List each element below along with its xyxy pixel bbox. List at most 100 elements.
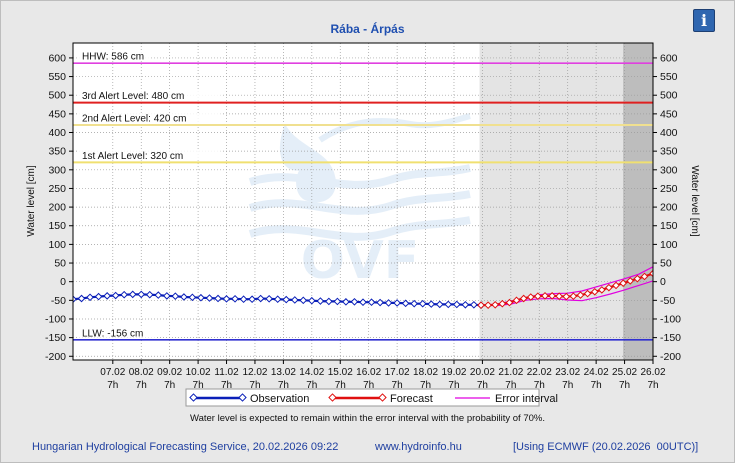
footer-url[interactable]: www.hydroinfo.hu: [375, 441, 462, 453]
series-observation-point: [325, 297, 333, 306]
x-tick-label-hour: 7h: [448, 380, 459, 391]
series-observation-point: [393, 299, 401, 307]
x-tick-label-date: 25.02: [612, 367, 637, 378]
series-forecast-point: [498, 299, 507, 308]
y-tick-label-left: 200: [48, 202, 66, 214]
series-forecast-point: [548, 292, 556, 300]
series-observation-point: [137, 290, 146, 299]
series-observation-point: [214, 294, 222, 303]
legend-forecast-label: Forecast: [390, 393, 433, 405]
series-observation-point: [94, 292, 103, 301]
series-forecast-point: [640, 272, 649, 281]
y-tick-label-left: 100: [48, 239, 66, 251]
y-axis-label-right: Water level [cm]: [689, 165, 700, 237]
series-observation-point: [435, 300, 444, 309]
y-tick-label-right: 50: [660, 258, 672, 270]
x-tick-label-date: 21.02: [498, 367, 523, 378]
plot-border: [72, 42, 654, 361]
x-tick-label-date: 20.02: [470, 367, 495, 378]
series-observation-point: [427, 300, 436, 308]
x-tick-label-date: 07.02: [100, 367, 125, 378]
series-observation-point: [256, 294, 265, 303]
series-forecast-point: [519, 294, 528, 303]
series-observation-point: [273, 295, 282, 304]
level-label-hhw: HHW: 586 cm: [82, 52, 144, 63]
x-tick-label-hour: 7h: [534, 380, 545, 391]
series-forecast-point: [626, 277, 635, 285]
level-label-bg: [79, 327, 156, 338]
series-observation-point: [444, 300, 453, 309]
series-forecast-point: [491, 300, 500, 309]
error-interval-note: Water level is expected to remain within…: [189, 413, 545, 424]
y-tick-label-left: 0: [60, 276, 66, 288]
extended-forecast-shade: [623, 43, 653, 360]
series-forecast-point: [534, 292, 542, 301]
series-observation-point: [384, 299, 393, 307]
level-label-bg: [79, 90, 221, 101]
x-tick-label-hour: 7h: [306, 380, 317, 391]
x-tick-label-date: 14.02: [299, 367, 324, 378]
series-observation-point: [282, 295, 291, 304]
series-observation-point: [231, 294, 239, 303]
x-tick-label-hour: 7h: [278, 380, 289, 391]
y-tick-label-left: 400: [48, 127, 66, 139]
x-tick-label-hour: 7h: [136, 380, 147, 391]
series-observation-point: [145, 290, 154, 299]
series-forecast-point: [649, 269, 653, 278]
series-forecast-point: [633, 274, 642, 283]
legend-error-interval-label: Error interval: [495, 393, 558, 405]
y-tick-label-right: 150: [660, 220, 678, 232]
info-icon[interactable]: i: [693, 9, 715, 32]
y-tick-label-left: 350: [48, 146, 66, 158]
level-label-bg: [79, 150, 221, 161]
series-forecast-point: [526, 293, 535, 301]
series-observation-point: [111, 291, 120, 300]
y-tick-label-left: 250: [48, 183, 66, 195]
series-observation-point: [470, 300, 478, 309]
series-forecast-point: [619, 279, 627, 288]
y-tick-label-left: 300: [48, 164, 66, 176]
x-tick-label-date: 23.02: [555, 367, 580, 378]
y-tick-label-left: 50: [54, 258, 66, 270]
level-label-2nd-alert-level: 2nd Alert Level: 420 cm: [82, 114, 187, 125]
footer-model: [Using ECMWF (20.02.2026 00UTC)]: [513, 441, 699, 453]
x-tick-label-date: 10.02: [186, 367, 211, 378]
y-tick-label-left: 550: [48, 71, 66, 83]
x-tick-label-date: 12.02: [242, 367, 267, 378]
x-tick-label-hour: 7h: [562, 380, 573, 391]
series-forecast-point: [583, 289, 592, 298]
y-tick-label-left: -150: [45, 332, 66, 344]
y-tick-label-right: -50: [660, 295, 675, 307]
series-observation-point: [401, 299, 410, 308]
series-forecast-point: [598, 286, 606, 294]
series-forecast-point: [484, 301, 492, 310]
series-forecast-point: [512, 296, 521, 305]
series-observation-point: [418, 299, 427, 308]
series-observation-point: [307, 296, 316, 305]
series-observation-point: [359, 298, 367, 307]
series-forecast-point: [569, 292, 578, 301]
x-tick-label-date: 17.02: [385, 367, 410, 378]
chart-title: Rába - Árpás: [330, 22, 405, 36]
series-observation-point: [342, 298, 350, 306]
x-tick-label-date: 26.02: [640, 367, 665, 378]
y-axes: -200 -200 -150 -150 -100 -100 -50 -50 0 0 50 50 100 1…: [45, 52, 681, 362]
x-tick-label-date: 08.02: [129, 367, 154, 378]
x-tick-label-hour: 7h: [221, 380, 232, 391]
series-observation-point: [239, 295, 248, 304]
series-forecast-point: [590, 287, 599, 296]
series-forecast-point: [576, 291, 585, 299]
y-tick-label-right: -150: [660, 332, 681, 344]
legend: Observation Forecast Error interval: [185, 388, 558, 407]
y-tick-label-right: 400: [660, 127, 678, 139]
y-tick-label-right: 250: [660, 183, 678, 195]
x-axis: 07.02 7h 08.02 7h 09.02 7h 10.02 7h 11.02 7h 12.02…: [100, 360, 666, 391]
x-tick-label-hour: 7h: [164, 380, 175, 391]
series-forecast-point: [555, 292, 563, 301]
legend-observation-label: Observation: [250, 393, 309, 405]
x-tick-label-hour: 7h: [647, 380, 658, 391]
y-tick-label-left: -200: [45, 351, 66, 363]
series-observation-point: [376, 298, 384, 307]
y-tick-label-right: 500: [660, 90, 678, 102]
